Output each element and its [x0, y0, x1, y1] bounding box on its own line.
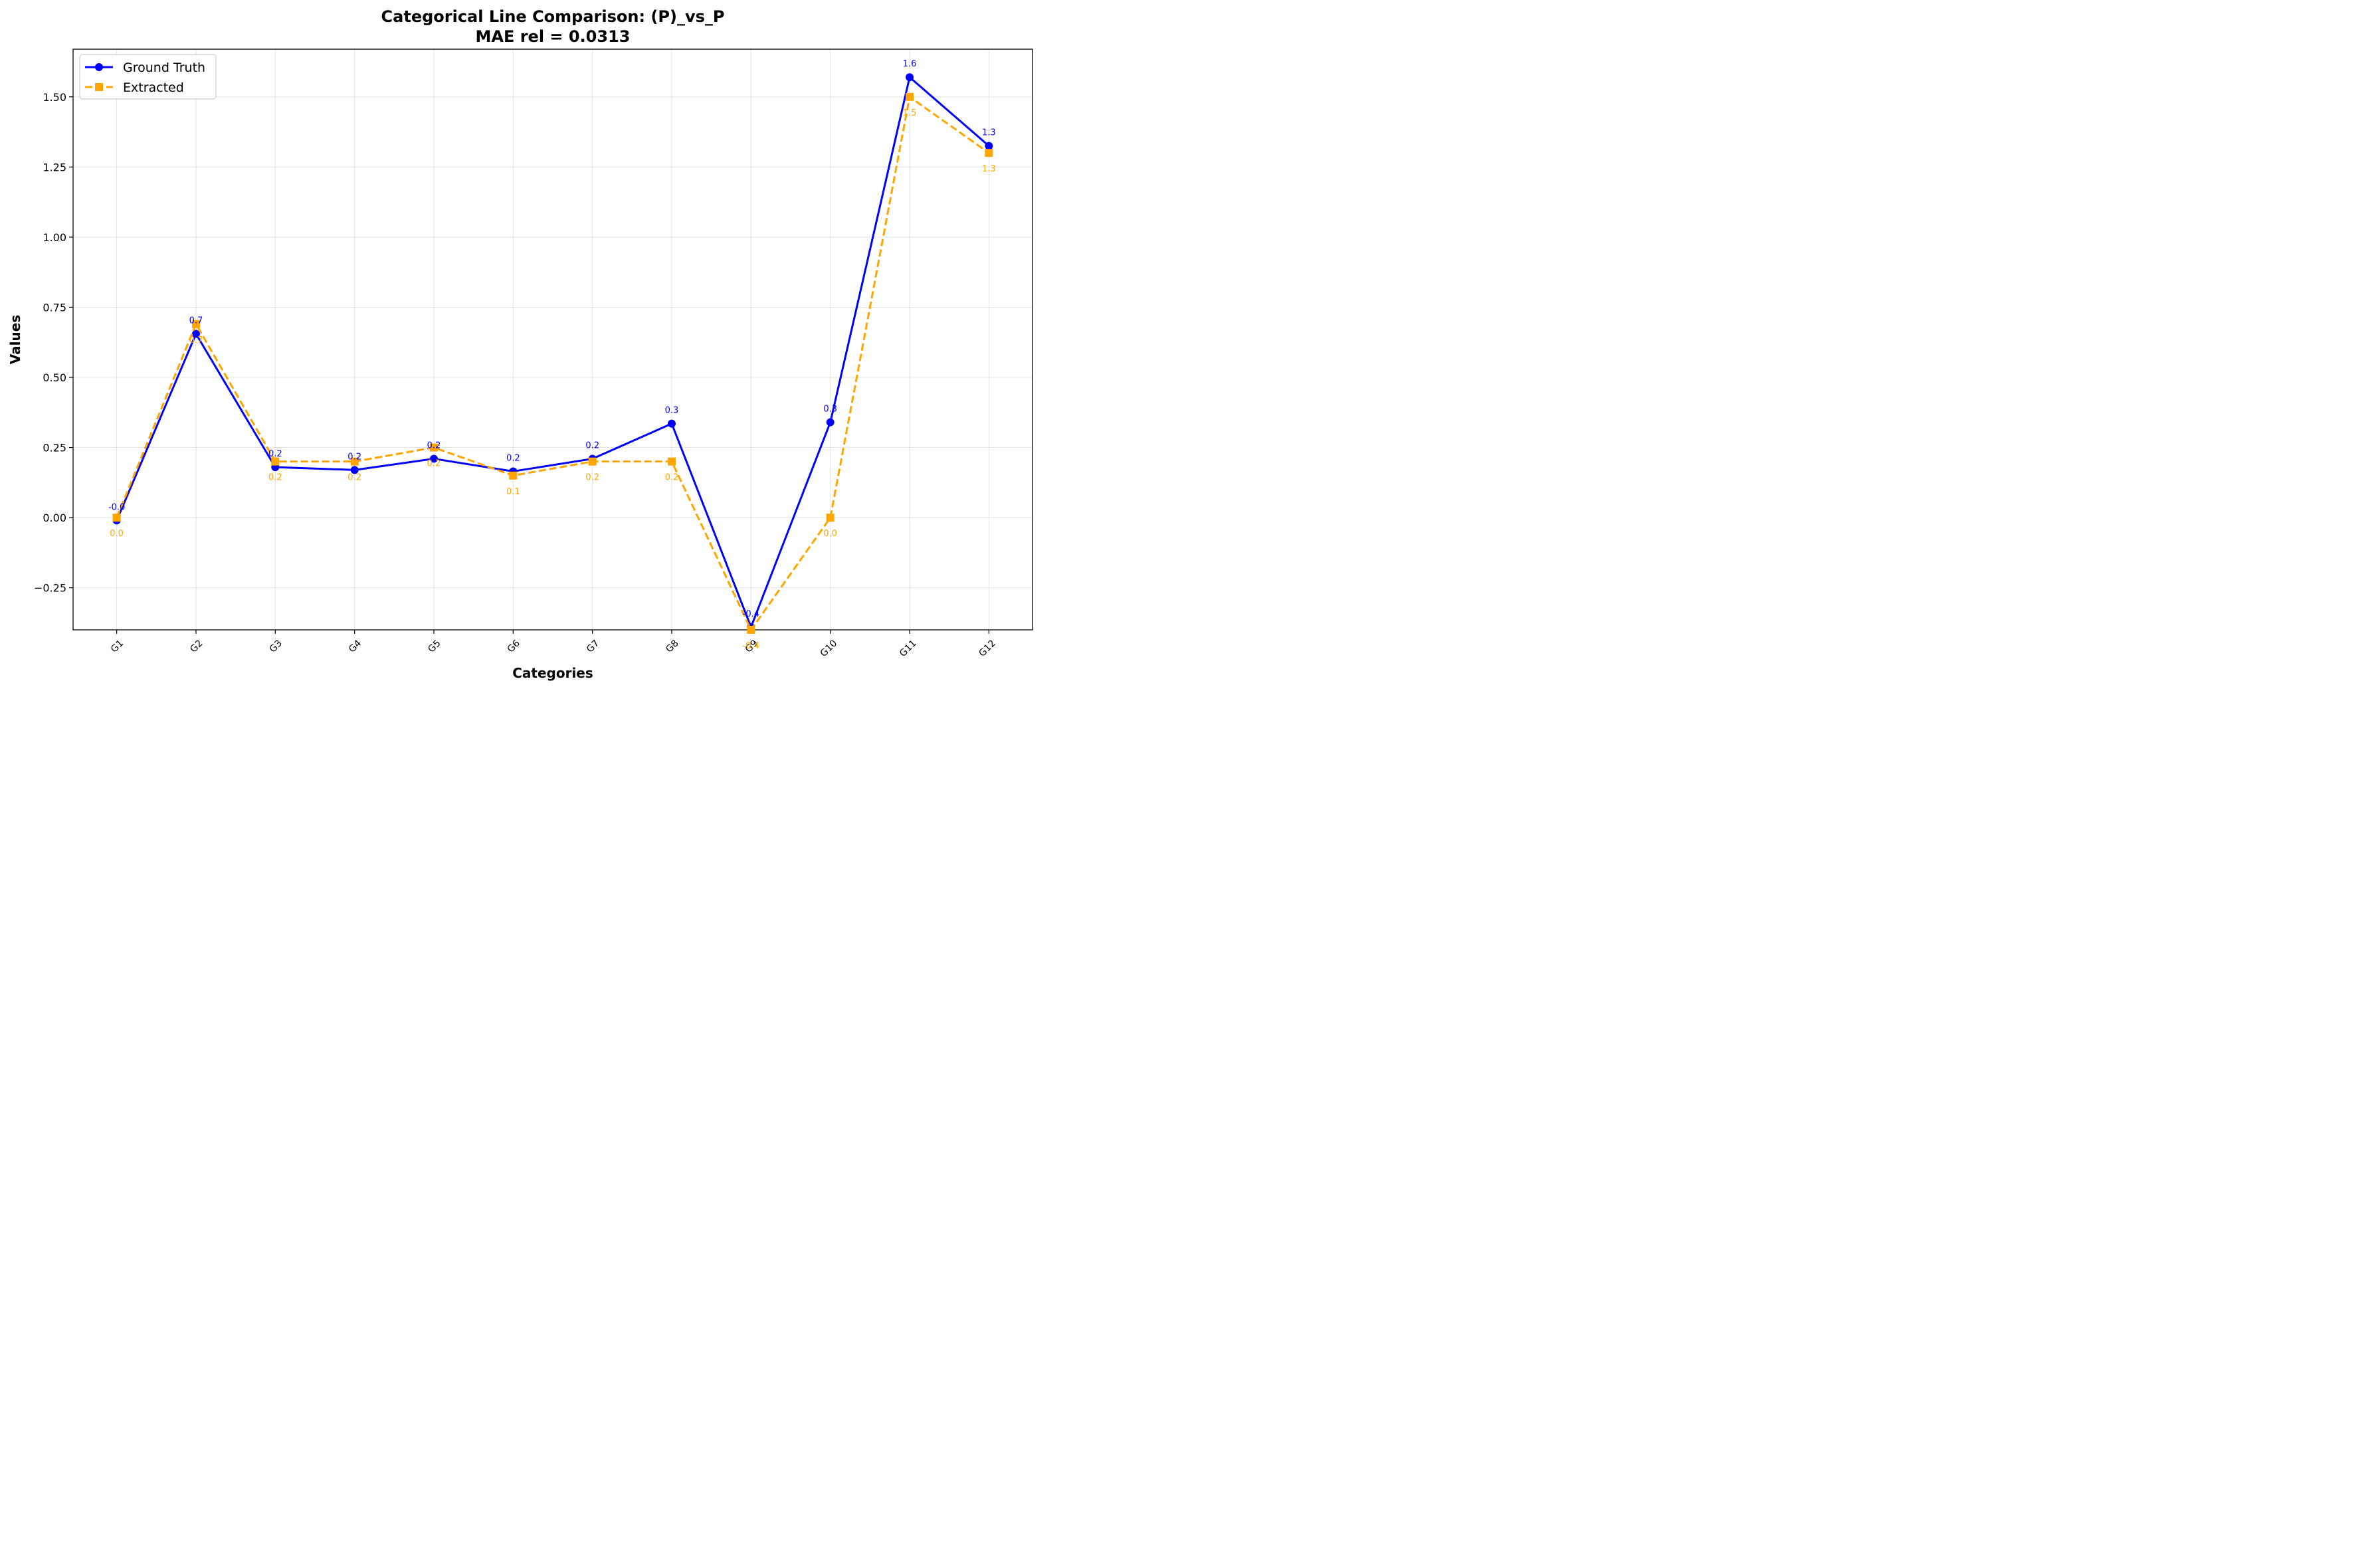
- data-label: 0.2: [427, 441, 441, 450]
- data-label: 1.5: [903, 108, 917, 118]
- x-tick-label: G4: [347, 638, 363, 654]
- data-label: 0.0: [823, 529, 837, 539]
- data-label: -0.0: [108, 502, 125, 512]
- data-point: [906, 92, 914, 101]
- data-point: [112, 514, 121, 522]
- series-line-ground-truth: [116, 76, 990, 629]
- x-tick-label: G10: [819, 638, 840, 659]
- series-line-extracted: [116, 96, 990, 631]
- series-group: [112, 73, 993, 634]
- data-label: 0.2: [665, 473, 679, 483]
- data-point: [747, 626, 755, 634]
- legend-box: [79, 54, 217, 100]
- y-tick-label: 0.00: [43, 512, 66, 524]
- data-point: [826, 514, 835, 522]
- y-tick-label: 1.25: [43, 161, 66, 173]
- data-label: 1.3: [982, 164, 996, 174]
- y-tick-label: 1.50: [43, 91, 66, 104]
- data-label: 0.1: [506, 487, 520, 497]
- plot-frame: [72, 49, 1033, 631]
- data-label: 0.2: [585, 473, 599, 483]
- data-label: 0.3: [665, 406, 679, 416]
- data-point: [906, 73, 914, 82]
- data-label: 1.3: [982, 128, 996, 138]
- data-label: -0.4: [743, 609, 759, 619]
- x-tick-label: G12: [977, 638, 998, 659]
- data-point: [826, 418, 835, 427]
- data-point: [350, 457, 359, 466]
- x-axis-label: Categories: [512, 665, 593, 681]
- data-point: [985, 142, 993, 150]
- data-label: 1.6: [903, 59, 917, 69]
- x-tick-label: G6: [506, 638, 522, 654]
- data-point: [191, 320, 200, 328]
- line-chart: −0.25 0.00 0.25 0.50 0.75 1.00 1.25 1.50 G1 G2 G3 G…: [7, 7, 1033, 681]
- x-tick-label: G7: [585, 638, 601, 654]
- data-label: 0.2: [347, 452, 361, 462]
- data-point: [985, 149, 993, 157]
- y-tick-label: 0.75: [43, 301, 66, 314]
- legend-marker: [95, 63, 103, 71]
- data-point: [509, 471, 518, 480]
- x-tick-label: G3: [268, 638, 284, 654]
- data-label: 0.3: [823, 405, 837, 415]
- y-axis-label: Values: [7, 315, 23, 364]
- data-label: 0.2: [268, 473, 282, 483]
- y-tick-label: 1.00: [43, 231, 66, 244]
- legend-label: Extracted: [123, 80, 184, 95]
- data-label: 0.7: [189, 316, 203, 326]
- grid-lines: [73, 49, 1033, 630]
- data-point: [668, 457, 676, 466]
- y-tick-label: 0.25: [43, 442, 66, 454]
- legend: Ground Truth Extracted: [79, 54, 217, 100]
- x-tick-label: G8: [664, 638, 680, 654]
- data-label: 0.2: [347, 473, 361, 483]
- chart-title: Categorical Line Comparison: (P)_vs_P: [381, 7, 725, 26]
- legend-marker: [95, 83, 103, 91]
- data-label: 0.2: [506, 453, 520, 463]
- data-point: [271, 457, 280, 466]
- data-label: -0.4: [743, 641, 759, 651]
- data-label: 0.7: [189, 336, 203, 345]
- data-point: [429, 454, 438, 463]
- chart-container: −0.25 0.00 0.25 0.50 0.75 1.00 1.25 1.50 G1 G2 G3 G…: [0, 0, 1039, 688]
- data-point: [350, 466, 359, 474]
- data-point: [668, 419, 676, 428]
- x-tick-label: G5: [426, 638, 443, 654]
- data-label: 0.0: [110, 529, 124, 539]
- data-labels: -0.0 0.7 0.2 0.2 0.2 0.2 0.2 0.3 -0.4 0.3 1.6 1.3 0.…: [108, 59, 996, 651]
- chart-subtitle: MAE rel = 0.0313: [476, 27, 631, 46]
- legend-label: Ground Truth: [123, 60, 205, 75]
- y-tick-label: 0.50: [43, 371, 66, 384]
- data-label: 0.2: [268, 449, 282, 459]
- data-label: 0.2: [427, 459, 441, 469]
- x-tick-label: G11: [898, 638, 919, 659]
- data-point: [191, 330, 200, 338]
- y-tick-label: −0.25: [34, 582, 66, 595]
- x-tick-label: G1: [109, 638, 126, 654]
- data-label: 0.2: [585, 441, 599, 450]
- x-tick-label: G2: [188, 638, 205, 654]
- data-point: [429, 443, 438, 452]
- data-point: [588, 457, 597, 466]
